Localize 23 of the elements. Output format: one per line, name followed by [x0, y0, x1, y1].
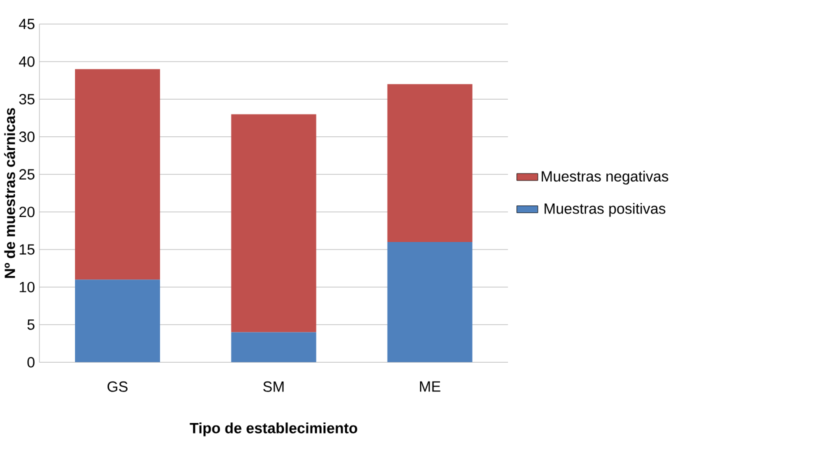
y-tick-label: 15 [20, 244, 34, 255]
y-tick-label: 40 [18, 56, 35, 67]
bar [231, 114, 316, 332]
y-tick-label: 20 [19, 206, 35, 218]
y-tick-label: 30 [19, 132, 35, 142]
bar [387, 84, 472, 242]
bar [387, 242, 472, 362]
y-tick-label: 10 [20, 282, 35, 292]
y-tick-label: 0 [27, 357, 35, 368]
legend-label: Muestras negativas [542, 170, 668, 184]
bar [75, 69, 160, 280]
x-axis-title: Tipo de establecimiento [190, 422, 358, 436]
legend-label: Muestras positivas [544, 202, 666, 217]
y-axis-title: Nº de muestras cárnicas [4, 108, 16, 278]
x-tick-label: ME [420, 381, 440, 392]
bar [75, 280, 160, 362]
y-tick-label: 5 [27, 320, 34, 330]
y-tick-label: 45 [18, 18, 34, 30]
x-tick-label: SM [263, 381, 284, 392]
x-tick-label: GS [108, 381, 128, 392]
y-tick-label: 35 [19, 94, 34, 104]
y-tick-label: 25 [19, 169, 34, 180]
bar [231, 332, 316, 362]
